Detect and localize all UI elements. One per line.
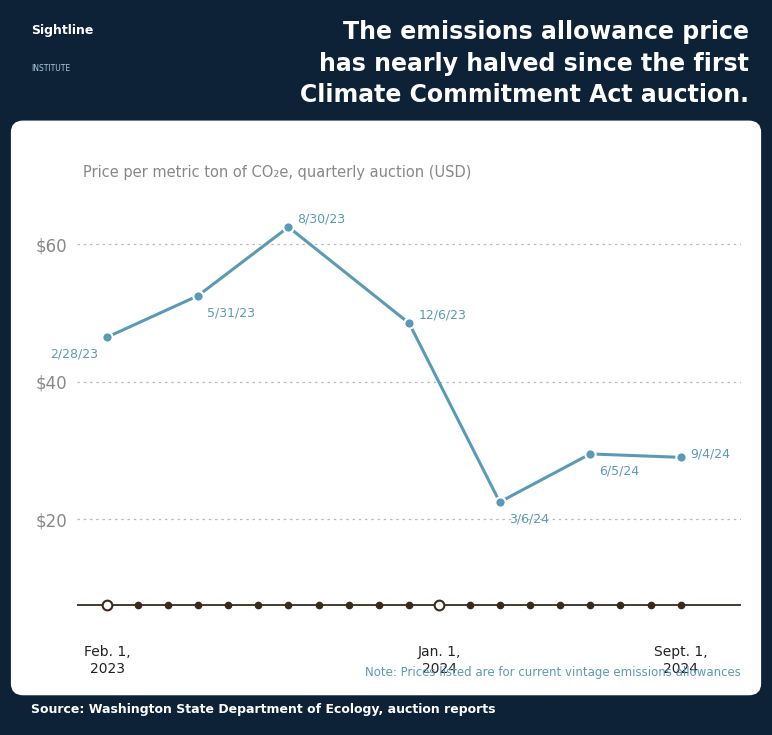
Point <box>191 290 204 301</box>
Point <box>675 451 687 463</box>
Text: Sept. 1,
2024: Sept. 1, 2024 <box>654 645 708 676</box>
Point <box>101 331 113 343</box>
Text: 12/6/23: 12/6/23 <box>418 309 466 321</box>
Text: Sightline: Sightline <box>31 24 93 37</box>
Text: Feb. 1,
2023: Feb. 1, 2023 <box>84 645 130 676</box>
Point <box>403 318 415 329</box>
Text: Source: Washington State Department of Ecology, auction reports: Source: Washington State Department of E… <box>31 703 496 716</box>
Text: Jan. 1,
2024: Jan. 1, 2024 <box>418 645 461 676</box>
Text: INSTITUTE: INSTITUTE <box>31 63 70 73</box>
Text: Price per metric ton of CO₂e, quarterly auction (USD): Price per metric ton of CO₂e, quarterly … <box>83 165 472 180</box>
Point <box>584 448 597 460</box>
Text: 6/5/24: 6/5/24 <box>599 465 639 478</box>
Text: Note: Prices listed are for current vintage emissions allowances: Note: Prices listed are for current vint… <box>365 667 741 679</box>
Text: 8/30/23: 8/30/23 <box>297 212 346 225</box>
Text: 3/6/24: 3/6/24 <box>509 513 549 526</box>
Point <box>493 496 506 508</box>
Point <box>283 221 295 233</box>
Text: The emissions allowance price
has nearly halved since the first
Climate Commitme: The emissions allowance price has nearly… <box>300 20 749 107</box>
Text: 9/4/24: 9/4/24 <box>690 448 730 460</box>
Text: 2/28/23: 2/28/23 <box>50 348 98 361</box>
Text: 5/31/23: 5/31/23 <box>207 306 255 320</box>
